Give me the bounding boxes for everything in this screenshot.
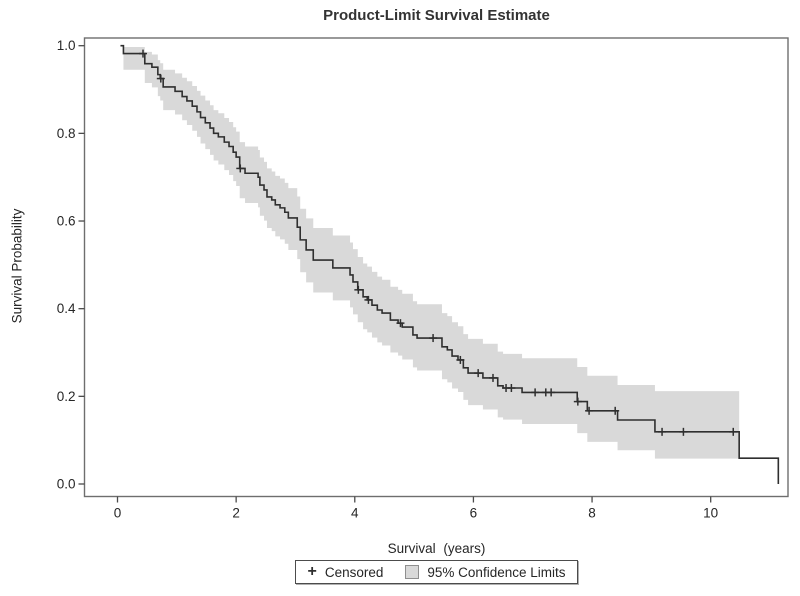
confidence-band-swatch-icon xyxy=(405,565,420,579)
chart-title: Product-Limit Survival Estimate xyxy=(323,7,550,24)
x-tick-label: 0 xyxy=(114,506,122,521)
y-tick-label: 0.0 xyxy=(57,477,76,492)
confidence-band xyxy=(123,47,740,459)
censored-plus-icon: + xyxy=(307,563,317,580)
x-tick-label: 10 xyxy=(703,506,718,521)
x-axis-title: Survival (years) xyxy=(387,541,486,556)
y-tick-label: 0.2 xyxy=(57,389,76,404)
legend-row: + Censored 95% Confidence Limits xyxy=(85,560,788,584)
x-tick-label: 2 xyxy=(232,506,240,521)
y-tick-label: 0.8 xyxy=(57,126,76,141)
y-tick-label: 1.0 xyxy=(57,38,76,53)
y-tick-label: 0.4 xyxy=(57,301,76,316)
plot-frame xyxy=(83,37,789,498)
x-tick-label: 4 xyxy=(351,506,359,521)
x-tick-label: 8 xyxy=(588,506,596,521)
legend-ci-label: 95% Confidence Limits xyxy=(427,564,566,580)
survival-curve xyxy=(120,44,780,484)
x-tick-label: 6 xyxy=(470,506,478,521)
y-axis-title: Survival Probability xyxy=(9,208,25,324)
legend-box: + Censored 95% Confidence Limits xyxy=(294,560,579,584)
legend-censored-label: Censored xyxy=(324,564,384,580)
y-tick-label: 0.6 xyxy=(57,214,76,229)
